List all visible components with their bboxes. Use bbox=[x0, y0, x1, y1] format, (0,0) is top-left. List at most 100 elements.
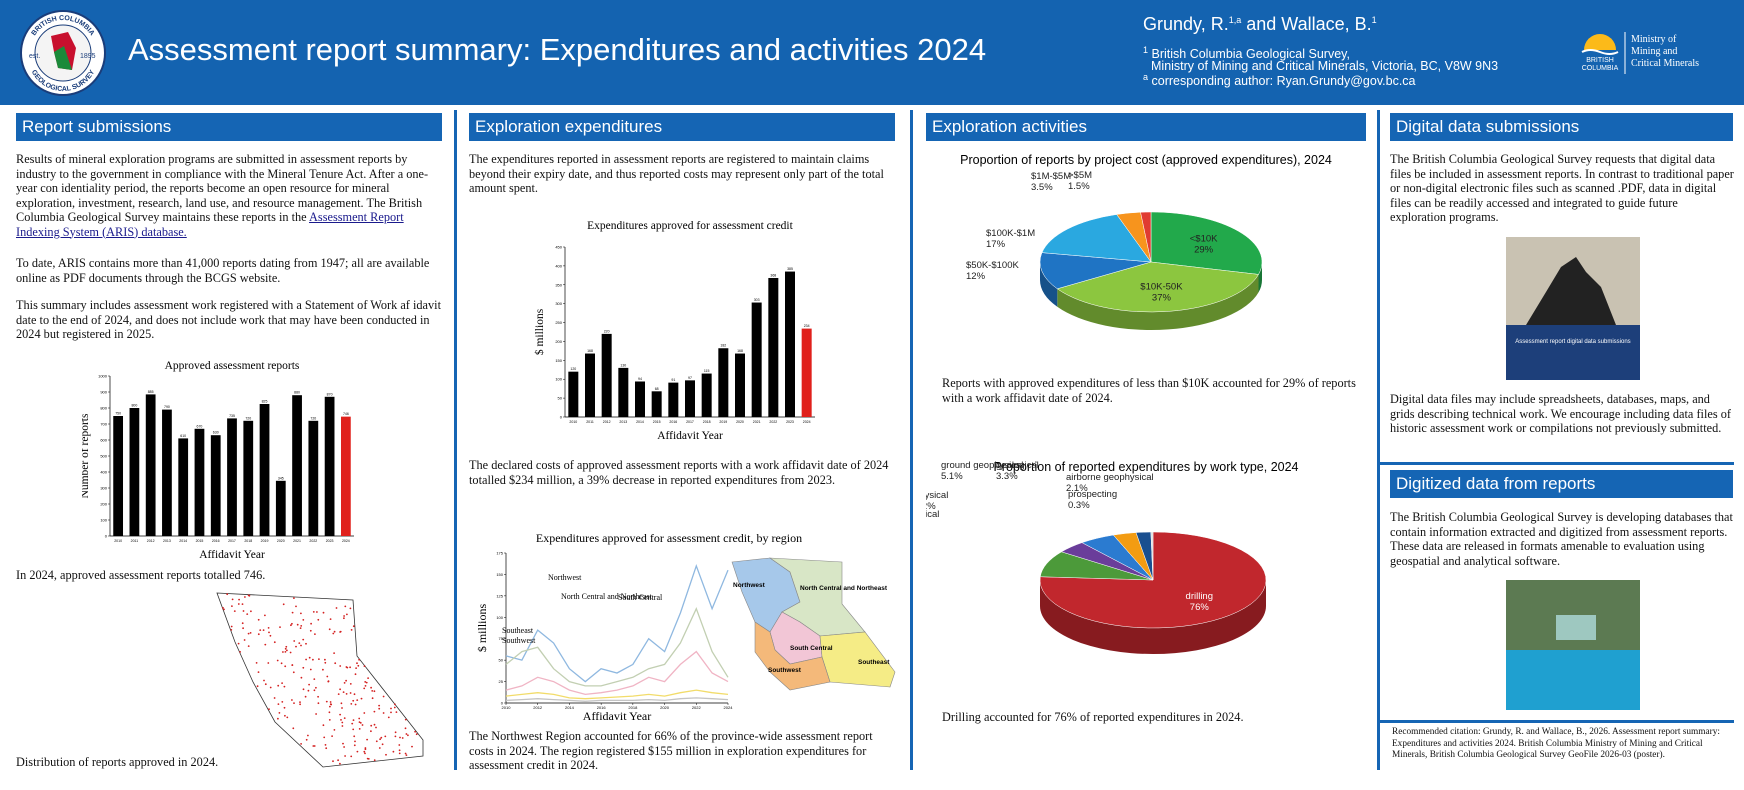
value-label: 720 bbox=[245, 416, 251, 420]
cover-image bbox=[1506, 580, 1640, 710]
map-dot bbox=[337, 693, 340, 695]
reports-chart: Approved assessment reports Number of rep… bbox=[82, 360, 354, 560]
x-tick-label: 2016 bbox=[597, 705, 607, 710]
map-dot bbox=[332, 632, 335, 635]
region-label: Northwest bbox=[733, 582, 766, 589]
paragraph: Reports with approved expenditures of le… bbox=[942, 376, 1356, 405]
map-dot bbox=[371, 690, 374, 692]
map-dot bbox=[393, 706, 396, 709]
divider bbox=[1380, 720, 1734, 723]
author-sup: 1,a bbox=[1228, 15, 1242, 25]
value-label: 825 bbox=[262, 400, 268, 404]
bar bbox=[618, 367, 629, 417]
aris-link[interactable]: Assessment Report Indexing System (ARIS)… bbox=[16, 210, 404, 239]
y-tick-label: 250 bbox=[555, 320, 562, 325]
bar bbox=[145, 394, 156, 536]
value-label: 345 bbox=[278, 476, 284, 480]
map-dot bbox=[292, 727, 295, 730]
map-dot bbox=[332, 760, 334, 763]
map-dot bbox=[283, 685, 286, 688]
map-dot bbox=[291, 699, 293, 701]
map-dot bbox=[284, 714, 286, 717]
map-dot bbox=[399, 736, 401, 739]
map-dot bbox=[350, 703, 353, 705]
value-label: 97 bbox=[688, 376, 692, 380]
value-label: 220 bbox=[604, 329, 610, 333]
map-dot bbox=[382, 695, 385, 698]
y-tick-label: 175 bbox=[496, 551, 503, 556]
bar bbox=[735, 353, 745, 417]
x-tick-label: 2015 bbox=[653, 420, 661, 424]
x-tick-label: 2012 bbox=[533, 705, 543, 710]
map-dot bbox=[364, 748, 367, 751]
cost-pie: Proportion of reports by project cost (a… bbox=[960, 153, 1332, 330]
map-dot bbox=[222, 607, 224, 609]
y-tick-label: 600 bbox=[100, 438, 107, 443]
x-tick-label: 2024 bbox=[803, 420, 811, 424]
x-tick-label: 2015 bbox=[196, 539, 204, 543]
map-dot bbox=[342, 742, 344, 745]
map-dot bbox=[292, 671, 295, 674]
map-dot bbox=[317, 702, 320, 705]
map-dot bbox=[404, 727, 407, 730]
poster-title: Assessment report summary: Expenditures … bbox=[128, 32, 987, 67]
y-tick-label: 150 bbox=[555, 358, 562, 363]
map-dot bbox=[341, 725, 344, 727]
section-heading: Digital data submissions bbox=[1390, 113, 1733, 141]
slice-name: geological bbox=[996, 460, 1039, 471]
map-dot bbox=[239, 651, 241, 653]
map-dot bbox=[281, 701, 284, 703]
map-dot bbox=[302, 619, 305, 621]
map-dot bbox=[343, 617, 345, 620]
slice-name: <$10K bbox=[1190, 234, 1218, 245]
value-label: 720 bbox=[310, 416, 316, 420]
map-dot bbox=[276, 659, 279, 662]
map-dot bbox=[322, 611, 325, 614]
map-dot bbox=[293, 597, 295, 599]
y-axis-label: $ millions bbox=[475, 604, 489, 653]
value-label: 182 bbox=[720, 344, 726, 348]
map-dot bbox=[308, 656, 311, 659]
paragraph: The British Columbia Geological Survey i… bbox=[1390, 510, 1733, 568]
map-dot bbox=[382, 712, 385, 714]
map-dot bbox=[415, 733, 418, 736]
sun bbox=[1584, 34, 1616, 50]
map-dot bbox=[296, 623, 299, 626]
map-dot bbox=[230, 629, 233, 631]
map-dot bbox=[293, 640, 296, 642]
bar bbox=[340, 416, 351, 536]
map-dot bbox=[349, 692, 352, 694]
map-dot bbox=[328, 719, 331, 721]
map-dot bbox=[249, 632, 252, 634]
map-dot bbox=[339, 762, 341, 765]
map-dot bbox=[310, 622, 312, 625]
slice-name: $100K-$1M bbox=[986, 228, 1035, 239]
map-dot bbox=[322, 724, 325, 727]
pie-slice bbox=[1150, 531, 1154, 581]
slice-name: airborne geophysical bbox=[1066, 472, 1154, 483]
x-tick-label: 2011 bbox=[586, 420, 594, 424]
x-tick-label: 2019 bbox=[719, 420, 727, 424]
map-dot bbox=[404, 752, 407, 755]
region-label: North Central and Northeast bbox=[800, 585, 888, 592]
map-dot bbox=[286, 649, 288, 652]
y-tick-label: 25 bbox=[499, 679, 504, 684]
y-tick-label: 0 bbox=[501, 701, 504, 706]
map-dot bbox=[355, 667, 357, 669]
map-dot bbox=[286, 716, 289, 719]
map-dot bbox=[352, 728, 355, 731]
aff-line: British Columbia Geological Survey, bbox=[1151, 47, 1350, 62]
map-dot bbox=[378, 707, 381, 710]
author: Grundy, R. bbox=[1143, 14, 1229, 34]
map-dot bbox=[366, 738, 368, 741]
map-dot bbox=[341, 721, 344, 724]
map-dot bbox=[307, 689, 310, 692]
map-dot bbox=[411, 745, 413, 748]
x-tick-label: 2024 bbox=[724, 705, 734, 710]
bar bbox=[751, 302, 762, 417]
map-dot bbox=[345, 693, 348, 695]
map-dot bbox=[350, 629, 353, 631]
ministry-text: Mining and bbox=[1631, 46, 1677, 57]
map-dot bbox=[356, 662, 358, 665]
map-dot bbox=[343, 717, 346, 719]
